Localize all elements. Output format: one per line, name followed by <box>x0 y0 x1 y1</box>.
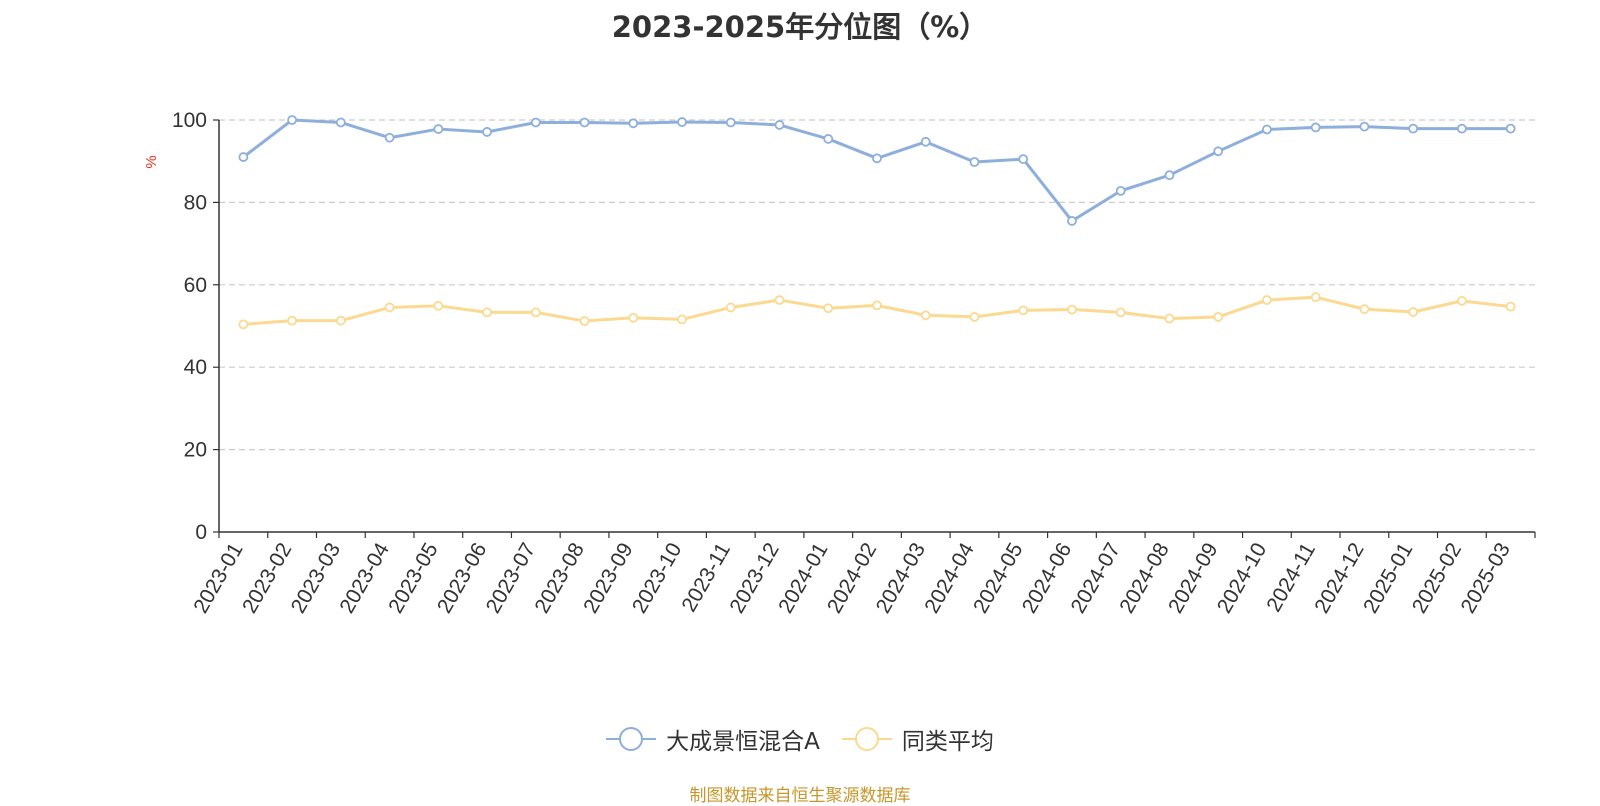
series-1-point-2023-10 <box>677 117 687 127</box>
y-ticks: 0 20 40 60 80 100 <box>172 109 219 544</box>
y-tick-label-0: 0 <box>195 521 207 544</box>
series-2-point-2023-03 <box>335 315 346 326</box>
series-1-point-2024-06 <box>1067 216 1077 226</box>
series-1-point-2023-12 <box>774 120 785 130</box>
series-1-point-2023-08 <box>579 117 590 128</box>
series-2-point-2024-03 <box>920 310 931 321</box>
y-tick-label-20: 20 <box>184 439 207 462</box>
series-1-point-2024-12 <box>1359 121 1370 132</box>
series-1-point-2023-06 <box>482 127 492 137</box>
series-2-point-2024-01 <box>823 303 834 314</box>
series-2-point-2024-04 <box>969 312 980 322</box>
series-2-point-2023-08 <box>579 316 590 326</box>
series-2-point-2024-10 <box>1262 295 1272 305</box>
series-1-point-2023-04 <box>384 132 395 143</box>
y-tick-label-60: 60 <box>184 274 207 297</box>
gridlines <box>219 119 1535 451</box>
series-2-point-2024-08 <box>1164 313 1175 324</box>
series-2-point-2024-05 <box>1018 305 1029 316</box>
series-2-point-2023-11 <box>725 302 736 313</box>
series-2-point-2024-07 <box>1115 307 1126 318</box>
series-1-point-2025-03 <box>1505 123 1516 134</box>
series-2-point-2023-02 <box>287 315 298 326</box>
series-1-point-2024-11 <box>1310 122 1321 133</box>
series-1-point-2023-11 <box>725 117 736 128</box>
legend-item-series-2[interactable]: 同类平均 <box>841 722 994 756</box>
series-2-point-2025-03 <box>1505 301 1516 312</box>
series-1-point-2024-09 <box>1213 146 1224 157</box>
y-tick-label-80: 80 <box>184 191 207 214</box>
series-1-point-2023-03 <box>335 117 346 128</box>
series-2-point-2023-06 <box>482 307 492 318</box>
series-2-point-2024-06 <box>1067 304 1077 315</box>
series-2-point-2025-02 <box>1456 295 1467 306</box>
series-2-point-2023-09 <box>628 312 639 323</box>
series-2-point-2023-05 <box>433 300 444 311</box>
series-2-point-2023-07 <box>530 307 541 318</box>
series-2-point-2024-02 <box>872 300 882 311</box>
series <box>238 115 1516 330</box>
series-1-point-2024-04 <box>969 157 980 167</box>
series-1-point-2024-03 <box>920 136 931 147</box>
series-1-point-2023-07 <box>530 117 541 128</box>
source-note: 制图数据来自恒生聚源数据库 <box>689 786 911 806</box>
series-1-point-2024-08 <box>1164 170 1175 181</box>
chart-title: 2023-2025年分位图（%） <box>611 10 989 44</box>
series-1-point-2023-09 <box>628 118 639 129</box>
legend: 大成景恒混合A 同类平均 <box>0 722 1600 756</box>
series-2-point-2023-10 <box>677 314 687 325</box>
series-1-point-2025-02 <box>1456 123 1467 134</box>
series-1-point-2023-01 <box>238 152 249 162</box>
legend-marker-series-2 <box>841 727 892 751</box>
series-line-1 <box>242 118 1511 223</box>
series-1-point-2024-05 <box>1018 154 1029 165</box>
series-2-point-2024-12 <box>1359 304 1370 315</box>
legend-marker-series-1 <box>606 727 657 751</box>
series-1-point-2024-02 <box>872 153 882 164</box>
series-2-point-2023-04 <box>384 302 395 313</box>
legend-label-series-2: 同类平均 <box>901 729 994 755</box>
y-tick-label-100: 100 <box>172 109 207 132</box>
legend-item-series-1[interactable]: 大成景恒混合A <box>606 722 820 756</box>
series-1-point-2025-01 <box>1408 123 1419 134</box>
series-2-point-2025-01 <box>1408 307 1419 317</box>
x-ticks: 2023-012023-022023-032023-042023-052023-… <box>189 532 1536 617</box>
axes: % <box>143 120 1535 533</box>
legend-label-series-1: 大成景恒混合A <box>666 729 820 755</box>
series-1-point-2023-05 <box>433 124 444 134</box>
series-2-point-2023-12 <box>774 295 785 305</box>
series-1-point-2023-02 <box>287 115 298 125</box>
series-1-point-2024-01 <box>823 134 834 144</box>
series-2-point-2023-01 <box>238 319 249 330</box>
y-axis-label: % <box>143 155 160 168</box>
series-1-point-2024-10 <box>1262 124 1272 135</box>
y-tick-label-40: 40 <box>184 356 207 379</box>
series-2-point-2024-11 <box>1310 292 1321 303</box>
series-2-point-2024-09 <box>1213 312 1224 322</box>
series-1-point-2024-07 <box>1115 185 1126 196</box>
